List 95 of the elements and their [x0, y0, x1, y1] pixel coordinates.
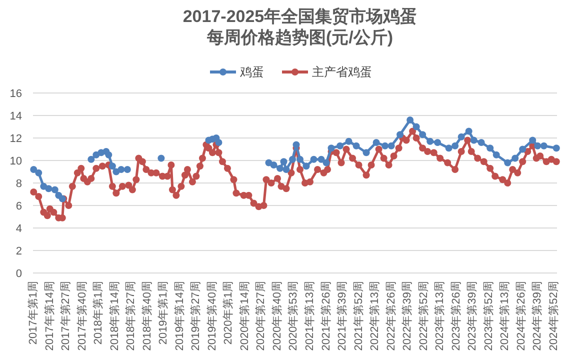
x-tick-label: 2023年第39周 [466, 281, 479, 351]
x-tick-label: 2023年第26周 [450, 281, 462, 351]
point [419, 131, 426, 138]
x-tick-label: 2020年第27周 [255, 281, 268, 351]
x-tick-label: 2021年第52周 [352, 281, 365, 351]
x-tick-label: 2017年第14周 [44, 281, 56, 351]
point [215, 139, 222, 146]
point [534, 142, 542, 150]
x-tick-label: 2022年第39周 [402, 281, 414, 351]
x-tick-label: 2023年第52周 [482, 281, 495, 351]
point [412, 123, 420, 130]
point [396, 131, 404, 138]
point [512, 154, 519, 162]
y-tick-label: 16 [10, 88, 22, 100]
point [529, 136, 536, 144]
y-tick-label: 10 [10, 156, 22, 168]
x-tick-label: 2018年第27周 [125, 281, 138, 351]
point [458, 133, 465, 140]
x-tick-label: 2024年第39周 [532, 281, 544, 351]
x-tick-label: 2018年第40周 [141, 281, 154, 351]
x-tick-label: 2019年第27周 [190, 281, 202, 351]
x-tick-label: 2021年第13周 [304, 281, 316, 351]
legend-label: 主产省鸡蛋 [312, 65, 372, 79]
y-tick-label: 4 [16, 223, 22, 235]
point [406, 116, 414, 124]
point [478, 139, 485, 146]
point [504, 159, 512, 166]
y-tick-label: 0 [16, 268, 22, 280]
y-tick-label: 8 [16, 178, 22, 190]
point [282, 166, 290, 173]
x-tick-label: 2020年第40周 [271, 281, 284, 351]
x-tick-label: 2020年第53周 [288, 281, 300, 351]
point [470, 136, 478, 144]
legend-label: 鸡蛋 [239, 65, 264, 79]
point [108, 162, 116, 170]
point [124, 166, 131, 173]
y-tick-label: 14 [10, 110, 22, 122]
point [296, 156, 304, 163]
x-tick-label: 2022年第26周 [385, 281, 398, 351]
point [292, 141, 300, 148]
point [388, 142, 395, 150]
x-tick-label: 2019年第40周 [206, 281, 218, 351]
point [318, 156, 325, 163]
point [372, 139, 380, 146]
x-tick-label: 2022年第52周 [418, 281, 430, 351]
point [452, 142, 459, 150]
point [352, 142, 360, 150]
y-tick-label: 6 [16, 200, 22, 212]
point [336, 142, 344, 150]
point [382, 142, 389, 150]
point [434, 139, 442, 146]
point [445, 144, 452, 152]
point [486, 144, 494, 152]
title: 2017-2025年全国集贸市场鸡蛋每周价格趋势图(元/公斤) [182, 7, 418, 47]
point [35, 169, 42, 176]
point [105, 151, 112, 158]
point [45, 185, 52, 192]
x-tick-label: 2019年第1周 [158, 281, 170, 345]
y-tick-label: 2 [16, 246, 22, 258]
point [492, 151, 500, 158]
x-tick-label: 2017年第40周 [76, 281, 88, 351]
point [276, 164, 284, 172]
point [302, 162, 310, 170]
y-tick-label: 12 [10, 133, 22, 145]
point [30, 166, 38, 173]
point [540, 142, 548, 150]
point [289, 156, 296, 163]
point [426, 138, 434, 145]
x-tick-label: 2017年第27周 [60, 281, 72, 351]
point [552, 144, 560, 152]
x-tick-label: 2021年第26周 [320, 281, 332, 351]
x-tick-label: 2024年第26周 [515, 281, 528, 351]
x-tick-label: 2021年第39周 [336, 281, 349, 351]
x-tick-label: 2018年第14周 [108, 281, 121, 351]
x-tick-label: 2023年第13周 [434, 281, 446, 351]
x-tick-label: 2020年第1周 [222, 281, 235, 345]
point [362, 149, 370, 156]
point [345, 138, 352, 145]
point [465, 128, 472, 135]
x-tick-label: 2019年第14周 [174, 281, 186, 351]
point [310, 156, 318, 163]
point [88, 156, 95, 163]
point [328, 144, 335, 152]
point [322, 159, 330, 166]
x-tick-label: 2024年第13周 [499, 281, 512, 351]
point [519, 146, 526, 153]
point [280, 158, 288, 166]
point [270, 162, 278, 168]
x-tick-label: 2024年第52周 [548, 281, 560, 351]
x-tick-label: 2018年第1周 [92, 281, 105, 345]
x-tick-label: 2017年第1周 [28, 281, 40, 345]
point [51, 186, 58, 194]
x-tick-label: 2022年第13周 [369, 281, 382, 351]
x-tick-label: 2020年第14周 [238, 281, 251, 351]
point [118, 166, 125, 173]
